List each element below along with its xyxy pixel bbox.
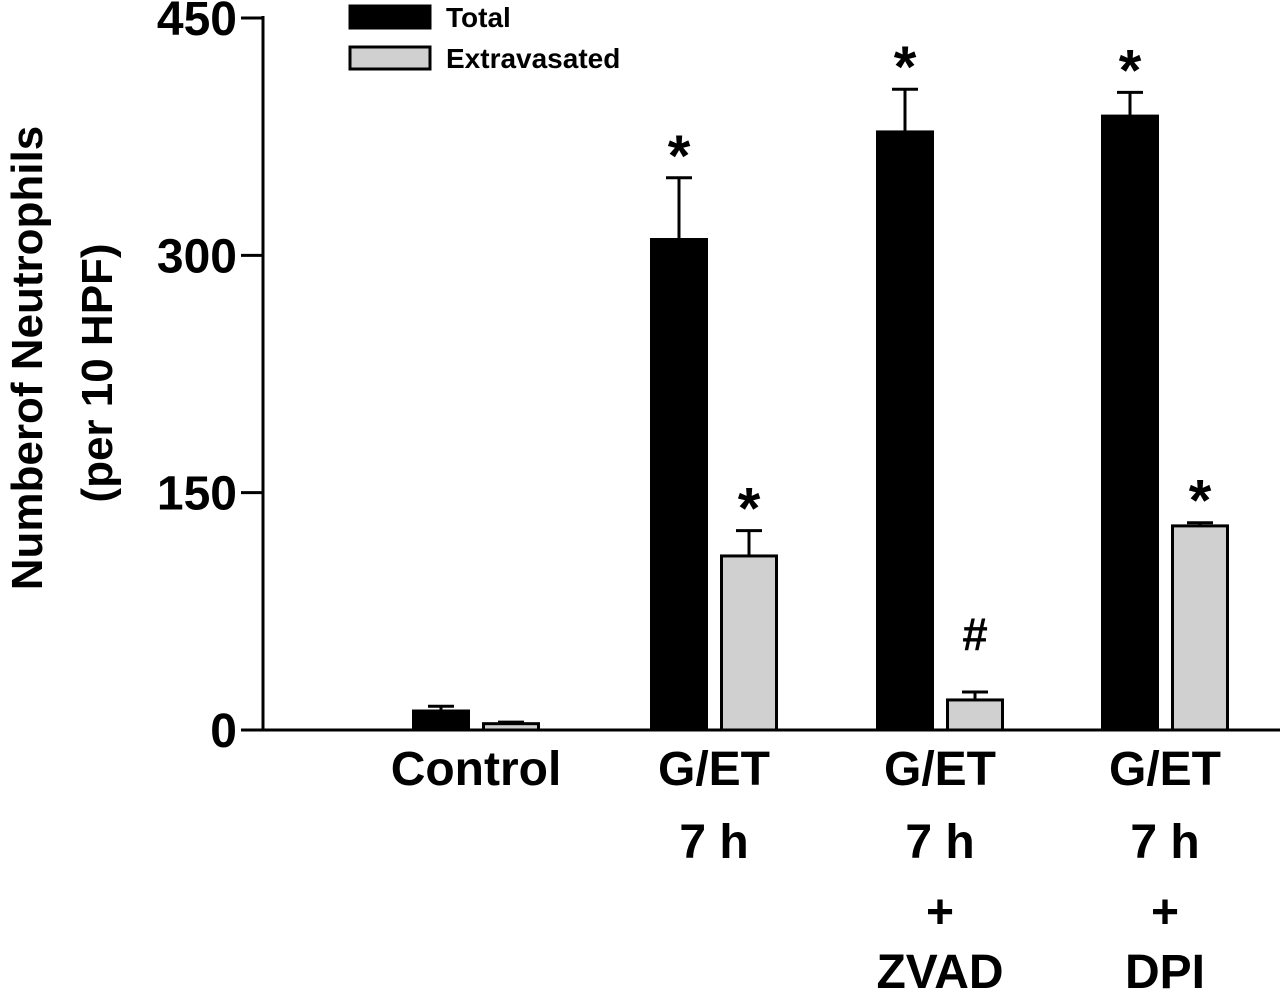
- bar-extravasated: [720, 554, 778, 732]
- bar-extravasated: [1171, 524, 1229, 732]
- y-axis-label: Numberof Neutrophils (per 10 HPF): [3, 126, 122, 590]
- y-ticks: 0 150 300 450: [157, 0, 263, 758]
- significance-asterisk: *: [1189, 469, 1212, 534]
- bar-total: [876, 130, 934, 732]
- x-category-label: G/ET: [1109, 743, 1221, 796]
- bar-total: [650, 238, 708, 732]
- y-axis-label-line1: Numberof Neutrophils: [3, 126, 52, 590]
- x-category-label: Control: [391, 743, 562, 796]
- x-category-label: 7 h: [679, 816, 748, 869]
- y-tick-label: 300: [157, 230, 237, 283]
- x-category-label: DPI: [1125, 946, 1205, 997]
- significance-asterisk: *: [668, 124, 691, 189]
- bar-extravasated: [482, 722, 540, 732]
- x-category-label: G/ET: [884, 743, 996, 796]
- bar-extravasated: [946, 698, 1004, 732]
- legend-swatch-extravasated: [348, 45, 432, 71]
- legend: Total Extravasated: [348, 2, 620, 74]
- x-category-label: ZVAD: [876, 946, 1003, 997]
- bar-total: [412, 709, 470, 732]
- legend-label-extravasated: Extravasated: [446, 43, 620, 74]
- significance-asterisk: *: [738, 477, 761, 542]
- y-tick-label: 150: [157, 468, 237, 521]
- significance-asterisk: *: [894, 35, 917, 100]
- x-axis-labels: Control G/ET 7 h G/ET 7 h + ZVAD G/ET 7 h + DPI: [391, 743, 1221, 997]
- significance-hash: #: [962, 608, 988, 660]
- y-tick-label: 0: [210, 705, 237, 758]
- x-category-label: 7 h: [1130, 816, 1199, 869]
- bar-total: [1101, 114, 1159, 732]
- x-category-label: 7 h: [905, 816, 974, 869]
- legend-label-total: Total: [446, 2, 511, 33]
- legend-swatch-total: [348, 4, 432, 30]
- x-category-label: +: [1151, 886, 1179, 939]
- y-tick-label: 450: [157, 0, 237, 46]
- significance-asterisk: *: [1119, 38, 1142, 103]
- bars: * * * * # *: [412, 35, 1229, 732]
- x-category-label: +: [926, 886, 954, 939]
- y-axis-label-line2: (per 10 HPF): [73, 243, 122, 502]
- x-category-label: G/ET: [658, 743, 770, 796]
